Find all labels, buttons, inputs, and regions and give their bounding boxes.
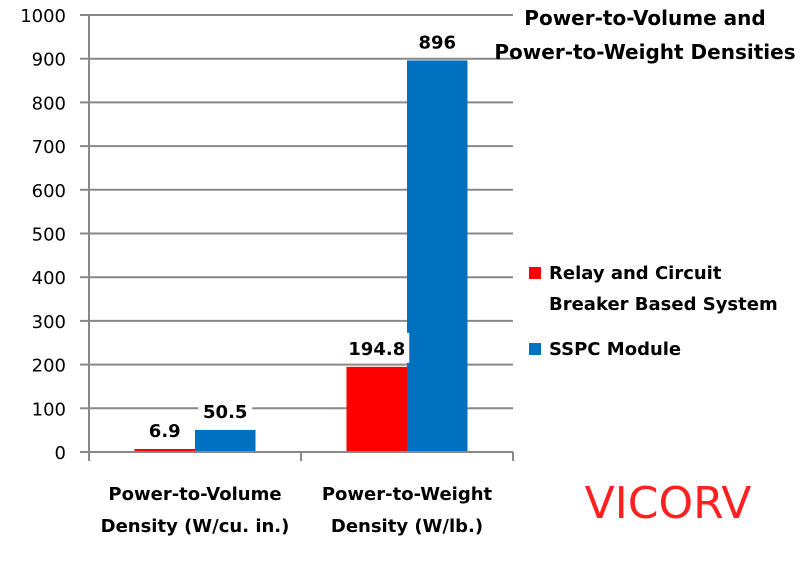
legend-swatch [529,343,541,355]
legend-swatch [529,267,541,279]
y-tick-label: 700 [32,137,66,158]
x-category-label: Density (W/lb.) [331,516,483,537]
data-label: 6.9 [149,421,181,442]
data-label-bg [344,332,410,363]
y-tick-label: 800 [32,93,66,114]
x-category-label: Density (W/cu. in.) [101,516,290,537]
data-label: 50.5 [203,402,247,423]
chart-title-line-1: Power-to-Volume and [524,6,765,30]
y-tick-label: 100 [32,399,66,420]
data-label: 194.8 [348,339,405,360]
y-tick-label: 400 [32,268,66,289]
bar [134,448,195,452]
vicor-watermark: VICORV [585,478,752,529]
x-category-label: Power-to-Volume [108,484,281,505]
legend-label: Relay and Circuit [549,263,722,284]
bar [195,429,256,452]
y-tick-label: 900 [32,50,66,71]
data-label-bg [415,26,459,57]
data-label: 896 [418,32,456,53]
y-tick-label: 1000 [20,6,66,27]
y-tick-label: 500 [32,225,66,246]
y-tick-label: 300 [32,312,66,333]
chart-title-line-2: Power-to-Weight Densities [494,40,795,64]
bar [346,366,407,452]
x-category-label: Power-to-Weight [322,484,493,505]
y-tick-label: 0 [55,443,66,464]
legend-label: SSPC Module [549,339,681,360]
data-label-bg [143,414,187,445]
data-label-bg [198,395,253,426]
legend-label: Breaker Based System [549,294,778,315]
bar [407,60,468,452]
y-tick-label: 600 [32,181,66,202]
y-tick-label: 200 [32,356,66,377]
